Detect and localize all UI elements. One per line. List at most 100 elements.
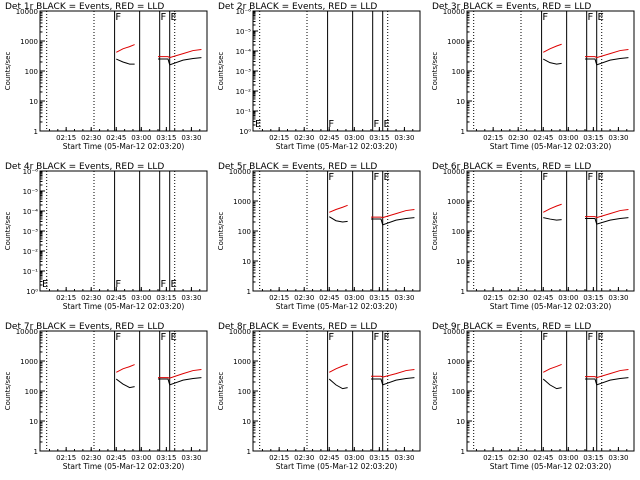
lld-series-line (543, 203, 562, 213)
x-tick-label: 02:45 (106, 294, 126, 302)
plot-frame (39, 10, 208, 132)
x-tick-label: 02:30 (294, 454, 314, 462)
y-tick-label: 10 (242, 418, 251, 426)
flag-marker-e: E (171, 12, 177, 23)
y-tick-label: 10000 (443, 168, 465, 176)
y-tick-label: 10 (456, 98, 465, 106)
panel-title: Det 2r BLACK = Events, RED = LLD (218, 2, 377, 12)
x-tick-label: 02:45 (319, 294, 339, 302)
x-tick-label: 03:15 (583, 134, 603, 142)
y-tick-label: 10⁻³ (236, 68, 252, 76)
y-tick-label: 10 (29, 98, 38, 106)
y-axis-label: Counts/sec (4, 52, 12, 91)
events-series-line (543, 217, 562, 221)
x-tick-label: 03:15 (369, 134, 389, 142)
y-tick-label: 10 (242, 258, 251, 266)
x-axis-label: Start Time (05-Mar-12 02:03:20) (63, 142, 185, 151)
plot-frame (466, 10, 635, 132)
y-tick-label: 1000 (447, 38, 465, 46)
flag-marker-f: F (328, 332, 334, 343)
y-axis-label: Counts/sec (217, 372, 225, 411)
detector-panel-6: Det 6r BLACK = Events, RED = LLD 1 10 100 10… (431, 162, 635, 311)
x-tick-label: 03:30 (181, 454, 201, 462)
lld-series-line (585, 369, 629, 379)
panel-title: Det 4r BLACK = Events, RED = LLD (5, 162, 164, 172)
detector-panel-4: Det 4r BLACK = Events, RED = LLD 10⁰ 10⁻¹ 1… (4, 162, 208, 311)
y-tick-label: 1000 (20, 38, 38, 46)
events-series-line (115, 378, 135, 389)
detector-panel-3: Det 3r BLACK = Events, RED = LLD 1 10 100 10… (431, 2, 635, 151)
flag-marker-f: F (542, 332, 548, 343)
x-tick-label: 03:30 (394, 294, 414, 302)
flag-marker-f: F (374, 332, 380, 343)
x-axis-label: Start Time (05-Mar-12 02:03:20) (490, 142, 612, 151)
y-tick-label: 10⁻¹ (236, 108, 252, 116)
x-axis-label: Start Time (05-Mar-12 02:03:20) (490, 462, 612, 471)
y-tick-label: 1000 (447, 358, 465, 366)
x-tick-label: 02:30 (508, 134, 528, 142)
lld-series-line (116, 364, 135, 373)
detector-panel-8: Det 8r BLACK = Events, RED = LLD 1 10 100 10… (217, 322, 421, 471)
events-series-line (158, 57, 202, 66)
detector-panel-9: Det 9r BLACK = Events, RED = LLD 1 10 100 10… (431, 322, 635, 471)
lld-series-line (371, 209, 415, 219)
y-tick-label: 10⁰ (26, 288, 38, 296)
panel-title: Det 3r BLACK = Events, RED = LLD (432, 2, 591, 12)
y-tick-label: 1000 (233, 198, 251, 206)
events-series-line (158, 377, 202, 386)
y-axis-label: Counts/sec (217, 52, 225, 91)
y-tick-label: 1000 (233, 358, 251, 366)
x-tick-label: 03:00 (558, 454, 578, 462)
events-series-line (543, 58, 562, 65)
y-tick-label: 1000 (447, 198, 465, 206)
y-tick-label: 1 (247, 288, 251, 296)
y-tick-label: 10000 (443, 328, 465, 336)
y-tick-label: 1 (34, 448, 38, 456)
flag-marker-e: E (598, 172, 604, 183)
flag-marker-f: F (328, 172, 334, 183)
y-tick-label: 100 (238, 228, 251, 236)
y-tick-label: 1 (461, 128, 465, 136)
y-tick-label: 100 (238, 388, 251, 396)
y-tick-label: 10000 (443, 8, 465, 16)
x-tick-label: 03:15 (583, 454, 603, 462)
lld-series-line (158, 369, 202, 379)
x-tick-label: 03:00 (344, 454, 364, 462)
events-series-line (585, 57, 629, 66)
x-tick-label: 02:45 (533, 454, 553, 462)
plot-frame (252, 330, 421, 452)
x-tick-label: 03:30 (394, 454, 414, 462)
x-tick-label: 02:15 (483, 294, 503, 302)
y-tick-label: 100 (25, 388, 38, 396)
flag-marker-e: E (171, 332, 177, 343)
lld-series-line (329, 204, 348, 213)
y-tick-label: 10⁻² (23, 248, 39, 256)
x-tick-label: 03:15 (369, 454, 389, 462)
plot-frame (252, 10, 421, 132)
lld-series-line (543, 43, 562, 53)
lld-series-line (543, 363, 562, 373)
y-tick-label: 100 (452, 68, 465, 76)
plot-frame (466, 330, 635, 452)
y-tick-label: 10⁻⁴ (236, 48, 252, 56)
x-tick-label: 03:15 (369, 294, 389, 302)
flag-marker-f: F (161, 12, 167, 23)
flag-marker-e: E (42, 279, 48, 290)
y-tick-label: 10⁻⁶ (23, 168, 39, 176)
flag-marker-f: F (588, 172, 594, 183)
flag-marker-e: E (598, 12, 604, 23)
x-axis-label: Start Time (05-Mar-12 02:03:20) (276, 462, 398, 471)
events-series-line (329, 216, 348, 223)
plot-frame (39, 330, 208, 452)
x-tick-label: 02:45 (106, 134, 126, 142)
x-tick-label: 02:30 (294, 294, 314, 302)
events-series-line (371, 217, 415, 226)
y-tick-label: 10000 (16, 328, 38, 336)
x-axis-label: Start Time (05-Mar-12 02:03:20) (63, 302, 185, 311)
detector-panel-7: Det 7r BLACK = Events, RED = LLD 1 10 100 10… (4, 322, 208, 471)
lld-series-line (158, 49, 202, 59)
x-tick-label: 02:30 (81, 454, 101, 462)
y-tick-label: 10 (456, 258, 465, 266)
y-tick-label: 10000 (229, 328, 251, 336)
